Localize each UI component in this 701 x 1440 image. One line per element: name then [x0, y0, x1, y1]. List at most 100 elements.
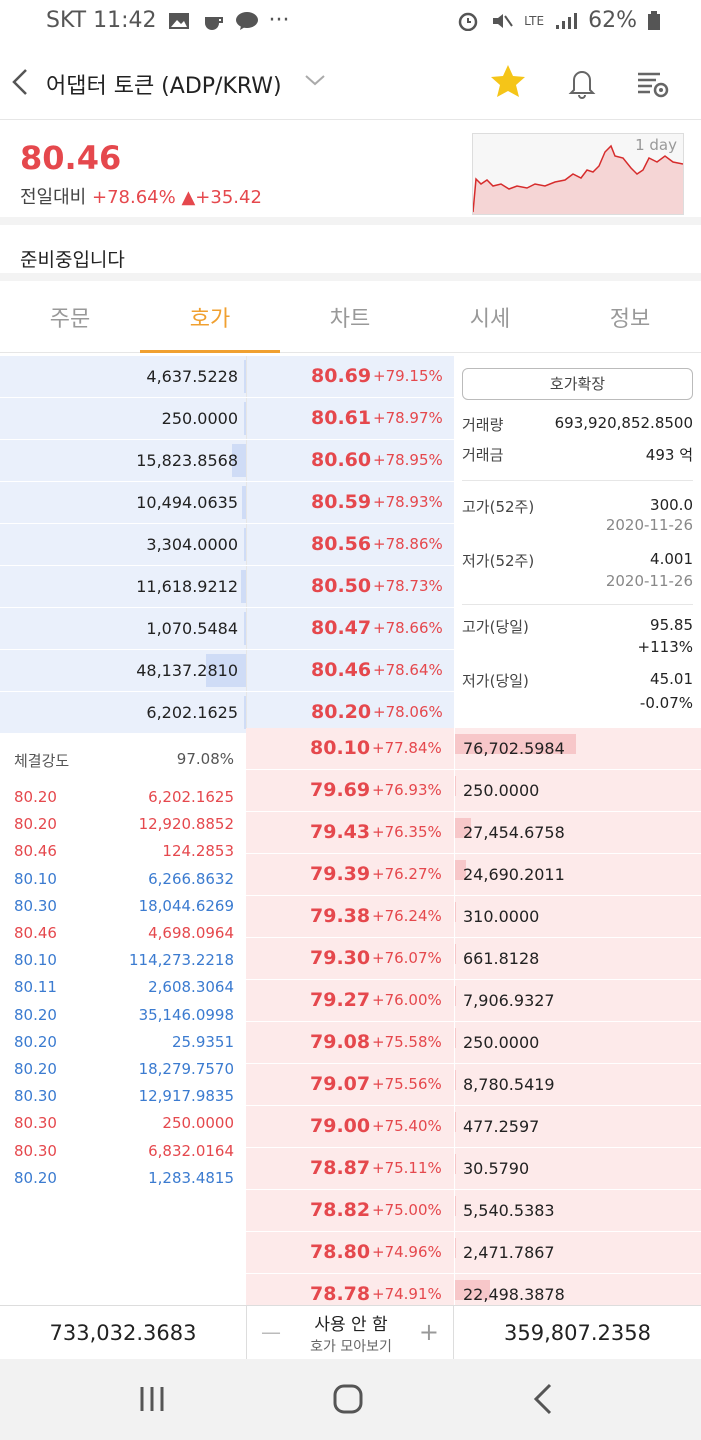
trade-qty: 25.9351 [171, 1032, 234, 1051]
bid-qty: 2,471.7867 [454, 1232, 701, 1273]
bid-row[interactable]: 79.30 +76.07% 661.8128 [246, 938, 701, 980]
strength-label: 체결강도 [14, 752, 70, 770]
trade-price: 80.10 [14, 951, 57, 970]
orderbook: 4,637.5228 80.69 +79.15% 250.0000 80.61 +78.9… [0, 356, 701, 1316]
favorite-star-icon[interactable] [488, 62, 528, 102]
ask-row[interactable]: 48,137.2810 80.46 +78.64% [0, 650, 454, 692]
trade-qty: 1,283.4815 [148, 1168, 234, 1187]
bid-price-cell: 79.39 +76.27% [246, 854, 454, 895]
ask-change-pct: +78.06% [373, 703, 443, 721]
high52-label: 고가(52주) [462, 498, 535, 516]
bid-row[interactable]: 80.10 +77.84% 76,702.5984 [246, 728, 701, 770]
bid-qty: 76,702.5984 [454, 728, 701, 769]
bid-price-cell: 79.69 +76.93% [246, 770, 454, 811]
ask-volume-bar [231, 444, 246, 477]
ask-row[interactable]: 4,637.5228 80.69 +79.15% [0, 356, 454, 398]
trade-qty: 12,920.8852 [138, 815, 234, 834]
bid-volume-bar [454, 1070, 457, 1090]
ask-row[interactable]: 10,494.0635 80.59 +78.93% [0, 482, 454, 524]
tab-order[interactable]: 주문 [49, 307, 91, 332]
bid-volume-bar [454, 1196, 457, 1216]
ask-price: 80.61 [311, 407, 372, 429]
ask-price: 80.50 [311, 575, 372, 597]
ask-qty: 250.0000 [0, 398, 246, 439]
tab-quotes[interactable]: 시세 [469, 307, 511, 332]
ask-qty-text: 10,494.0635 [136, 493, 238, 512]
bid-volume-bar [454, 1112, 456, 1132]
ask-change-pct: +78.86% [373, 535, 443, 553]
ask-row[interactable]: 11,618.9212 80.50 +78.73% [0, 566, 454, 608]
bid-price-cell: 79.08 +75.58% [246, 1022, 454, 1063]
plus-icon[interactable]: + [418, 1318, 439, 1346]
bid-qty-text: 7,906.9327 [463, 991, 555, 1010]
home-icon[interactable] [328, 1379, 368, 1419]
bid-qty: 250.0000 [454, 770, 701, 811]
ask-row[interactable]: 1,070.5484 80.47 +78.66% [0, 608, 454, 650]
bid-row[interactable]: 78.82 +75.00% 5,540.5383 [246, 1190, 701, 1232]
recent-apps-icon[interactable] [132, 1379, 172, 1419]
ask-volume-bar [241, 570, 246, 603]
back-icon[interactable] [8, 62, 32, 102]
divider [462, 604, 693, 605]
signal-icon [556, 12, 578, 29]
group-mode-label: 호가 모아보기 [310, 1339, 392, 1355]
ask-row[interactable]: 6,202.1625 80.20 +78.06% [0, 692, 454, 734]
bid-row[interactable]: 79.43 +76.35% 27,454.6758 [246, 812, 701, 854]
tab-orderbook[interactable]: 호가 [140, 289, 280, 353]
bid-row[interactable]: 79.39 +76.27% 24,690.2011 [246, 854, 701, 896]
bid-row[interactable]: 79.27 +76.00% 7,906.9327 [246, 980, 701, 1022]
tab-chart[interactable]: 차트 [329, 307, 371, 332]
ask-change-pct: +78.73% [373, 577, 443, 595]
ask-price-cell: 80.61 +78.97% [246, 398, 454, 439]
bid-qty: 8,780.5419 [454, 1064, 701, 1105]
bid-change-pct: +75.11% [372, 1159, 442, 1177]
ask-row[interactable]: 250.0000 80.61 +78.97% [0, 398, 454, 440]
bid-qty-text: 310.0000 [463, 907, 540, 926]
trade-row: 80.30 12,917.9835 [0, 1087, 246, 1114]
trade-price: 80.20 [14, 1032, 57, 1051]
ask-price: 80.59 [311, 491, 372, 513]
trade-qty: 250.0000 [162, 1114, 234, 1133]
bid-row[interactable]: 79.07 +75.56% 8,780.5419 [246, 1064, 701, 1106]
bid-price-cell: 79.38 +76.24% [246, 896, 454, 937]
bid-total: 359,807.2358 [504, 1321, 651, 1345]
bid-row[interactable]: 79.08 +75.58% 250.0000 [246, 1022, 701, 1064]
ask-row[interactable]: 15,823.8568 80.60 +78.95% [0, 440, 454, 482]
bid-row[interactable]: 78.80 +74.96% 2,471.7867 [246, 1232, 701, 1274]
bid-row[interactable]: 79.38 +76.24% 310.0000 [246, 896, 701, 938]
mini-chart[interactable]: 1 day [472, 133, 684, 215]
notice-text: 준비중입니다 [0, 233, 701, 281]
alarm-icon [458, 12, 478, 31]
bid-row[interactable]: 79.69 +76.93% 250.0000 [246, 770, 701, 812]
page-title[interactable]: 어댑터 토큰 (ADP/KRW) [46, 74, 282, 99]
back-nav-icon[interactable] [524, 1379, 564, 1419]
trade-history: 체결강도 97.08% 80.20 6,202.1625 80.20 12,920.8… [0, 728, 246, 1306]
trade-qty: 12,917.9835 [138, 1087, 234, 1106]
bid-change-pct: +76.35% [372, 823, 442, 841]
ask-price: 80.47 [311, 617, 372, 639]
bid-qty: 661.8128 [454, 938, 701, 979]
ask-qty-text: 4,637.5228 [146, 367, 238, 386]
chevron-down-icon[interactable] [300, 68, 330, 92]
tab-info[interactable]: 정보 [609, 307, 651, 332]
settings-menu-icon[interactable] [632, 64, 672, 104]
bid-change-pct: +77.84% [372, 739, 442, 757]
bid-change-pct: +76.00% [372, 991, 442, 1009]
expand-orderbook-button[interactable]: 호가확장 [462, 368, 693, 400]
minus-icon[interactable]: — [261, 1320, 281, 1344]
ask-qty: 10,494.0635 [0, 482, 246, 523]
bell-icon[interactable] [562, 62, 602, 102]
bid-volume-bar [454, 944, 456, 964]
trade-row: 80.30 18,044.6269 [0, 897, 246, 924]
ask-change-pct: +79.15% [373, 367, 443, 385]
bid-qty-text: 250.0000 [463, 1033, 540, 1052]
bid-price-cell: 79.00 +75.40% [246, 1106, 454, 1147]
ask-price-cell: 80.46 +78.64% [246, 650, 454, 691]
bid-row[interactable]: 78.87 +75.11% 30.5790 [246, 1148, 701, 1190]
bid-change-pct: +76.93% [372, 781, 442, 799]
ask-volume-bar [244, 612, 246, 645]
bid-row[interactable]: 79.00 +75.40% 477.2597 [246, 1106, 701, 1148]
ask-row[interactable]: 3,304.0000 80.56 +78.86% [0, 524, 454, 566]
ask-volume-bar [244, 360, 246, 393]
battery-icon [648, 10, 660, 30]
